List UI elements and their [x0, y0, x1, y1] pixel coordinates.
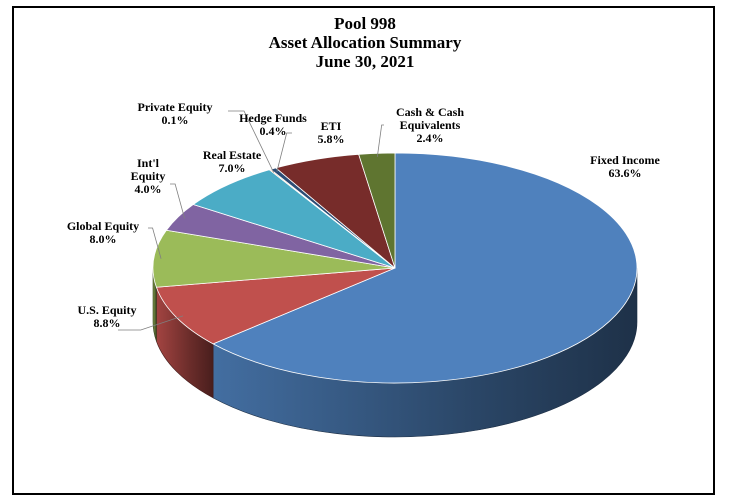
slice-fixed-income	[212, 152, 638, 384]
slice-label-eti: ETI 5.8%	[317, 119, 345, 146]
chart-title: Pool 998	[334, 14, 396, 33]
leader-line-global-equity	[148, 227, 162, 259]
slice-label-hedge-funds: Hedge Funds 0.4%	[239, 111, 307, 138]
chart-subtitle-line-2: June 30, 2021	[315, 52, 415, 71]
slice-label-us-equity: U.S. Equity 8.8%	[77, 303, 137, 330]
slice-label-global-equity: Global Equity 8.0%	[66, 219, 140, 246]
pie-top-faces	[152, 152, 638, 384]
leader-line-hedge-funds	[276, 132, 292, 172]
leader-lines	[118, 110, 384, 331]
slice-label-private-equity: Private Equity 0.1%	[137, 100, 213, 127]
slice-global-equity	[152, 229, 396, 288]
slice-cash-cash-equivalents	[358, 152, 396, 269]
slice-label-real-estate: Real Estate 7.0%	[202, 148, 262, 175]
slice-label-intl-equity: Int'l Equity 4.0%	[130, 156, 166, 196]
leader-line-private-equity	[228, 110, 275, 173]
slice-real-estate	[192, 169, 396, 269]
leader-line-u-s-equity	[118, 315, 184, 331]
leader-line-int-l-equity	[170, 183, 186, 219]
slice-label-cash: Cash & Cash Equivalents 2.4%	[395, 105, 464, 145]
chart-title-block: Pool 998 Asset Allocation Summary June 3…	[0, 0, 730, 71]
slice-u-s-equity	[156, 267, 396, 345]
leader-line-cash-cash-equivalents	[376, 124, 384, 157]
chart-subtitle-line-1: Asset Allocation Summary	[268, 33, 462, 52]
slice-label-fixed-income: Fixed Income 63.6%	[590, 153, 660, 180]
